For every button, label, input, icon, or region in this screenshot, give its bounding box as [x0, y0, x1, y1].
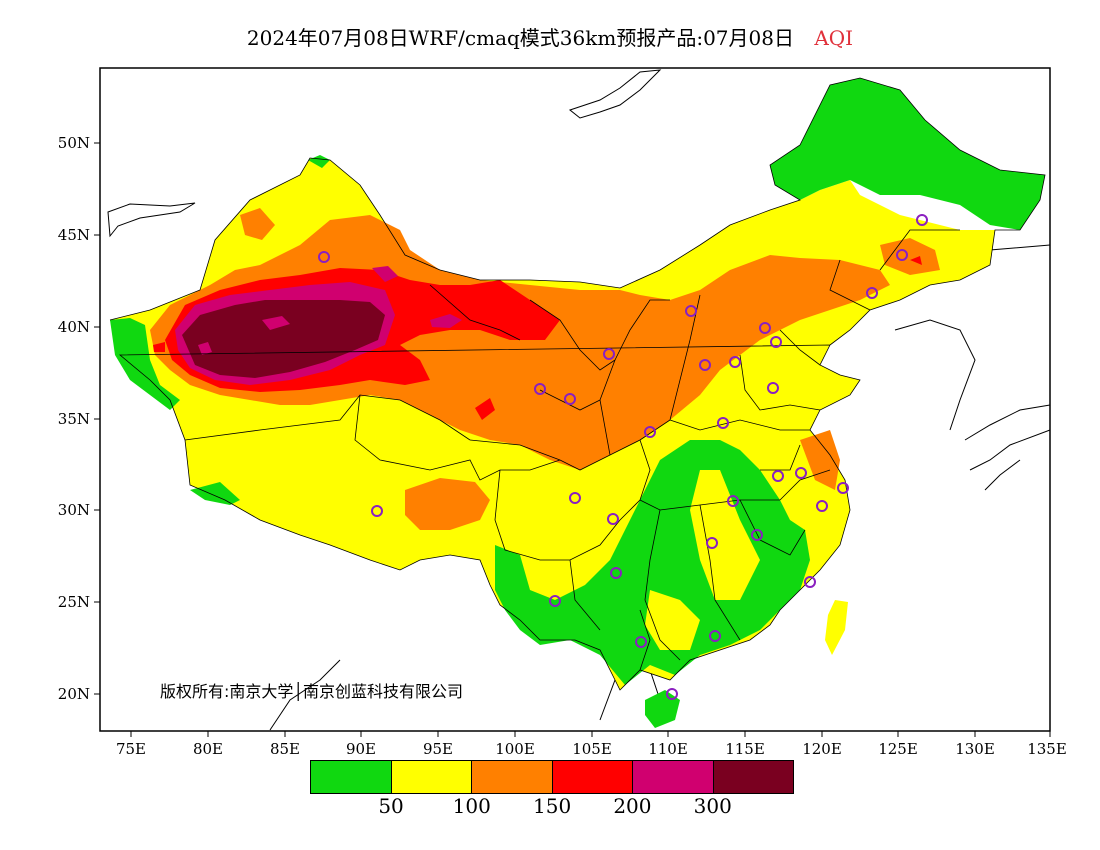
- taiwan-island: [825, 600, 848, 655]
- lon-label: 125E: [878, 740, 918, 758]
- lat-label: 45N: [58, 226, 90, 244]
- map-title: 2024年07月08日WRF/cmaq模式36km预报产品:07月08日 AQI: [0, 22, 1100, 51]
- colorbar-label: 150: [533, 794, 572, 818]
- lon-label: 110E: [648, 740, 688, 758]
- lon-label: 85E: [270, 740, 300, 758]
- lon-label: 115E: [725, 740, 765, 758]
- borders: [109, 77, 1046, 691]
- lon-label: 120E: [802, 740, 842, 758]
- lat-label: 35N: [58, 410, 90, 428]
- lon-label: 105E: [572, 740, 612, 758]
- lon-ticks: [130, 731, 1051, 737]
- lon-label: 90E: [346, 740, 376, 758]
- lat-label: 50N: [58, 134, 90, 152]
- title-text: 2024年07月08日WRF/cmaq模式36km预报产品:07月08日: [246, 26, 794, 50]
- aqi-band-yellow-south: [645, 470, 760, 650]
- colorbar-swatch: [552, 761, 633, 793]
- lat-label: 25N: [58, 593, 90, 611]
- lon-label: 130E: [955, 740, 995, 758]
- colorbar-label: 200: [613, 794, 652, 818]
- aqi-field: [110, 78, 1045, 728]
- aqi-band-green-tibet: [190, 482, 240, 505]
- lon-label: 100E: [495, 740, 535, 758]
- lat-label: 20N: [58, 685, 90, 703]
- colorbar-label: 100: [452, 794, 491, 818]
- lon-label: 75E: [116, 740, 146, 758]
- aqi-band-magenta-spot: [372, 266, 462, 328]
- aqi-band-green-nw: [110, 318, 180, 410]
- colorbar-swatch: [713, 761, 793, 793]
- map-frame: [99, 67, 1051, 732]
- china-border: [109, 77, 1046, 346]
- aqi-band-orange-tibet: [405, 478, 490, 530]
- lon-labels: 75E 80E 85E 90E 95E 100E 105E 110E 115E …: [116, 740, 1067, 758]
- colorbar-swatch: [311, 761, 392, 793]
- variable-label: AQI: [814, 26, 854, 50]
- aqi-band-magenta-inner: [198, 316, 290, 355]
- lat-ticks: [94, 142, 100, 695]
- colorbar-label: 50: [378, 794, 404, 818]
- lon-label: 80E: [193, 740, 223, 758]
- lon-label: 135E: [1027, 740, 1067, 758]
- colorbar-swatch: [633, 761, 714, 793]
- city-markers: [318, 214, 928, 700]
- copyright-text: 版权所有:南京大学│南京创蓝科技有限公司: [160, 681, 463, 701]
- lat-labels: 20N 25N 30N 35N 40N 45N 50N: [58, 134, 90, 703]
- colorbar-swatch: [472, 761, 553, 793]
- aqi-band-maroon: [182, 300, 385, 378]
- aqi-band-green-ne: [770, 78, 1045, 230]
- lat-label: 30N: [58, 501, 90, 519]
- lat-label: 40N: [58, 318, 90, 336]
- colorbar-label: 300: [693, 794, 732, 818]
- aqi-band-orange-east: [800, 430, 840, 490]
- aqi-band-orange-north: [240, 208, 275, 240]
- lon-label: 95E: [423, 740, 453, 758]
- colorbar-swatch: [391, 761, 472, 793]
- aqi-band-orange-ne: [880, 238, 940, 275]
- aqi-colorbar: [310, 760, 794, 794]
